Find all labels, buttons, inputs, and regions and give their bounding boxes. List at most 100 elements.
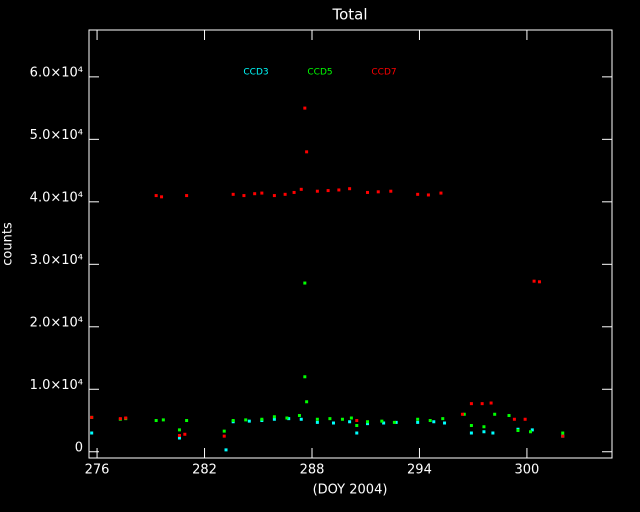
point bbox=[366, 420, 370, 424]
y-tick-label: 2.0×10⁴ bbox=[30, 315, 83, 330]
point bbox=[561, 431, 565, 435]
point bbox=[242, 194, 246, 198]
point bbox=[489, 401, 493, 405]
point bbox=[469, 424, 473, 428]
x-tick-label: 282 bbox=[192, 463, 217, 478]
point bbox=[90, 415, 94, 419]
point bbox=[416, 420, 420, 424]
point bbox=[380, 419, 384, 423]
point bbox=[303, 106, 307, 110]
legend-label: CCD7 bbox=[371, 68, 396, 78]
point bbox=[348, 420, 352, 424]
point bbox=[337, 188, 341, 192]
point bbox=[253, 192, 257, 196]
point bbox=[161, 418, 165, 422]
point bbox=[462, 412, 466, 416]
point bbox=[349, 416, 353, 420]
point bbox=[460, 412, 464, 416]
point bbox=[491, 431, 495, 435]
plot-frame bbox=[88, 29, 613, 459]
point bbox=[428, 419, 432, 423]
y-tick-label: 3.0×10⁴ bbox=[30, 253, 83, 268]
point bbox=[299, 187, 303, 191]
point bbox=[224, 448, 228, 452]
point bbox=[516, 429, 520, 433]
point bbox=[366, 422, 370, 426]
point bbox=[532, 279, 536, 283]
point bbox=[340, 417, 344, 421]
y-tick-label: 4.0×10⁴ bbox=[30, 190, 83, 205]
point bbox=[416, 192, 420, 196]
x-tick-label: 300 bbox=[515, 463, 540, 478]
point bbox=[154, 419, 158, 423]
x-tick-label: 276 bbox=[85, 463, 110, 478]
point bbox=[272, 415, 276, 419]
y-tick-label: 1.0×10⁴ bbox=[30, 378, 83, 393]
point bbox=[260, 191, 264, 195]
point bbox=[507, 414, 511, 418]
point bbox=[244, 418, 248, 422]
point bbox=[177, 428, 181, 432]
x-tick-label: 288 bbox=[300, 463, 325, 478]
point bbox=[366, 190, 370, 194]
point bbox=[376, 190, 380, 194]
point bbox=[392, 420, 396, 424]
point bbox=[382, 421, 386, 425]
point bbox=[160, 195, 164, 199]
y-tick-label: 5.0×10⁴ bbox=[30, 128, 83, 143]
legend-label: CCD5 bbox=[307, 68, 332, 78]
point bbox=[469, 431, 473, 435]
point bbox=[231, 419, 235, 423]
point bbox=[355, 431, 359, 435]
point bbox=[272, 417, 276, 421]
point bbox=[537, 280, 541, 284]
y-tick-label: 6.0×10⁴ bbox=[30, 65, 83, 80]
point bbox=[183, 432, 187, 436]
point bbox=[247, 419, 251, 423]
point bbox=[394, 420, 398, 424]
point bbox=[328, 417, 332, 421]
point bbox=[303, 281, 307, 285]
point bbox=[222, 429, 226, 433]
point bbox=[90, 431, 94, 435]
point bbox=[154, 194, 158, 198]
point bbox=[331, 421, 335, 425]
point bbox=[272, 194, 276, 198]
point bbox=[348, 187, 352, 191]
point bbox=[389, 189, 393, 193]
point bbox=[482, 430, 486, 434]
point bbox=[124, 416, 128, 420]
point bbox=[355, 419, 359, 423]
point bbox=[231, 192, 235, 196]
point bbox=[326, 189, 330, 193]
y-tick-label: 0 bbox=[75, 440, 83, 455]
y-axis-label: counts bbox=[1, 222, 16, 266]
legend-label: CCD3 bbox=[243, 68, 268, 78]
point bbox=[287, 417, 291, 421]
point bbox=[315, 420, 319, 424]
point bbox=[297, 414, 301, 418]
chart-title: Total bbox=[331, 6, 367, 24]
point bbox=[561, 434, 565, 438]
point bbox=[416, 417, 420, 421]
point bbox=[177, 436, 181, 440]
point bbox=[443, 421, 447, 425]
point bbox=[315, 417, 319, 421]
point bbox=[426, 193, 430, 197]
point bbox=[292, 190, 296, 194]
point bbox=[512, 417, 516, 421]
point bbox=[283, 192, 287, 196]
x-axis-label: (DOY 2004) bbox=[313, 483, 388, 498]
point bbox=[118, 417, 122, 421]
point bbox=[530, 428, 534, 432]
point bbox=[305, 400, 309, 404]
point bbox=[303, 375, 307, 379]
point bbox=[480, 402, 484, 406]
point bbox=[315, 189, 319, 193]
point bbox=[177, 434, 181, 438]
point bbox=[305, 150, 309, 154]
point bbox=[285, 416, 289, 420]
